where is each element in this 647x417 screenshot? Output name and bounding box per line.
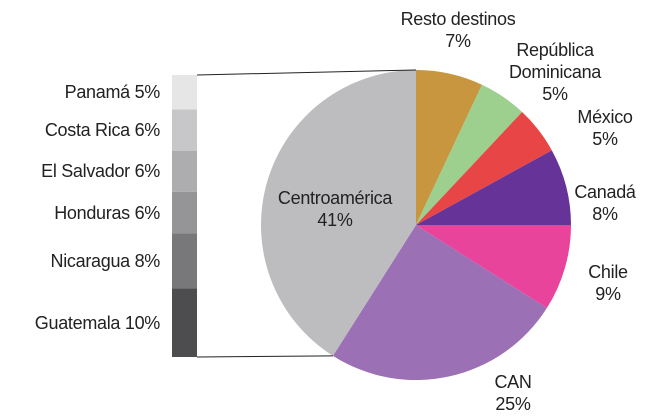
bar-label: El Salvador 6% [41, 160, 160, 182]
bar-value: 6% [134, 202, 161, 223]
slice-label: Canadá 8% [560, 181, 647, 225]
connector [196, 355, 333, 358]
slice-value: 5% [592, 129, 618, 149]
bar-value: 8% [134, 250, 161, 271]
slice-value: 7% [445, 31, 471, 51]
bar-category: El Salvador [41, 161, 130, 182]
slice-label: Chile 9% [563, 261, 647, 305]
bar-category: Costa Rica [44, 120, 130, 141]
bar-label: Nicaragua 8% [50, 250, 161, 272]
slice-category: CAN [494, 372, 532, 392]
bar-label: Honduras 6% [54, 202, 160, 224]
pie-slice [332, 225, 547, 380]
slice-category: México [577, 107, 633, 127]
slice-label: Centroamérica 41% [255, 187, 415, 231]
bar-segment [172, 109, 197, 151]
bar-label: Panamá 5% [64, 81, 161, 103]
bar-value: 6% [134, 161, 161, 182]
bar-value: 5% [134, 82, 161, 103]
slice-label: Resto destinos 7% [383, 8, 533, 52]
bar-value: 10% [124, 312, 160, 333]
slice-category: Chile [588, 262, 628, 282]
bar-category: Nicaragua [50, 250, 131, 271]
slice-value: 25% [495, 394, 531, 414]
bar-category: Panamá [64, 82, 131, 103]
bar-segment [172, 75, 197, 110]
slice-label: República Dominicana 5% [500, 39, 610, 105]
slice-category: Resto destinos [400, 9, 516, 29]
bar-segment [172, 150, 197, 192]
pie-slice [416, 150, 571, 225]
pie-slice [261, 70, 416, 356]
slice-category: Canadá [574, 182, 636, 202]
pie-slice [416, 70, 482, 225]
slice-value: 9% [595, 284, 621, 304]
bar-segment [172, 233, 197, 289]
slice-value: 5% [542, 84, 568, 104]
slice-label: CAN 25% [468, 371, 558, 415]
slice-category: República Dominicana [508, 40, 602, 82]
pie-slice [416, 225, 571, 309]
pie-slice [416, 112, 552, 225]
bar-label: Guatemala 10% [34, 312, 161, 334]
slice-label: México 5% [560, 106, 647, 150]
bar-category: Guatemala [34, 312, 121, 333]
pie-slice [416, 84, 523, 226]
slice-value: 8% [592, 204, 618, 224]
bar-value: 6% [134, 120, 161, 141]
slice-value: 41% [317, 210, 353, 230]
bar-segment [172, 191, 197, 234]
bar-segment [172, 288, 197, 357]
bar-label: Costa Rica 6% [45, 119, 160, 141]
connector [196, 69, 417, 76]
slice-category: Centroamérica [277, 188, 393, 208]
bar-category: Honduras [54, 202, 130, 223]
